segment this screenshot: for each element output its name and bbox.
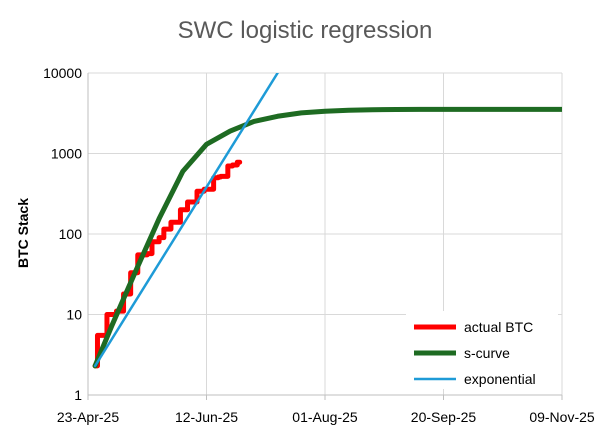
series-layer <box>92 73 562 369</box>
x-tick-label-4: 09-Nov-25 <box>529 409 595 425</box>
chart-title: SWC logistic regression <box>178 17 433 44</box>
series-s-curve-line <box>92 106 562 369</box>
y-tick-label-3: 1000 <box>51 146 82 162</box>
x-tick-label-3: 20-Sep-25 <box>411 409 477 425</box>
series-exponential-line <box>93 73 279 368</box>
y-tick-label-0: 1 <box>74 387 82 403</box>
y-tick-label-4: 10000 <box>43 65 82 81</box>
axes-layer: 1 10 100 1000 10000 23-Apr-25 12-Jun-25 01-Aug-… <box>43 65 595 425</box>
series-actual-btc-line <box>92 159 243 369</box>
y-tick-label-2: 100 <box>59 226 83 242</box>
y-axis-title: BTC Stack <box>15 198 31 268</box>
legend-label-exponential: exponential <box>464 371 536 387</box>
legend-label-s-curve: s-curve <box>464 345 510 361</box>
x-tick-label-0: 23-Apr-25 <box>57 409 119 425</box>
x-tick-label-1: 12-Jun-25 <box>175 409 238 425</box>
legend-label-actual-btc: actual BTC <box>464 319 533 335</box>
legend-background <box>406 311 558 389</box>
y-tick-label-1: 10 <box>66 307 82 323</box>
legend: actual BTC s-curve exponential <box>406 311 558 389</box>
x-tick-label-2: 01-Aug-25 <box>292 409 358 425</box>
